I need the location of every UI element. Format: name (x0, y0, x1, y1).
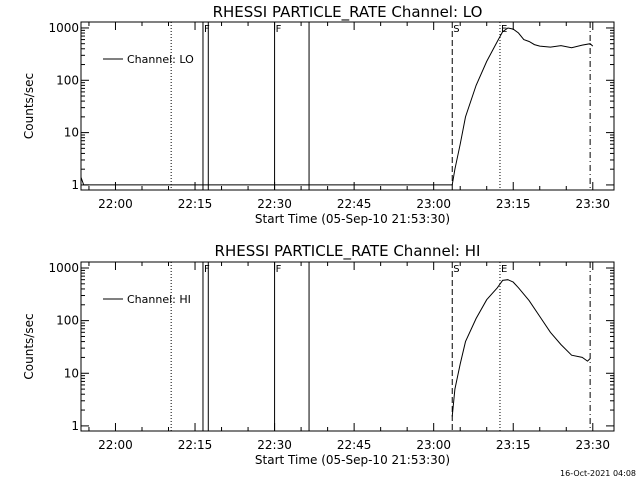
plot-frame (80, 21, 615, 191)
event-marker-label: E (501, 264, 507, 275)
x-axis-label: Start Time (05-Sep-10 21:53:30) (255, 453, 450, 467)
event-marker-label: F (276, 264, 282, 275)
y-axis-label: Counts/sec (22, 73, 36, 139)
x-tick-label: 22:45 (337, 438, 372, 452)
plot-frame (80, 261, 615, 432)
event-marker-label: E (501, 24, 507, 35)
x-tick-label: 22:00 (98, 438, 133, 452)
y-tick-label: 1 (71, 178, 79, 192)
y-tick-label: 1000 (48, 21, 79, 35)
event-marker-label: S (453, 264, 459, 275)
series-line (80, 27, 594, 186)
x-tick-label: 23:00 (416, 197, 451, 211)
y-tick-label: 100 (56, 314, 79, 328)
x-tick-label: 23:30 (575, 438, 610, 452)
event-marker-label: F (204, 264, 210, 275)
panel-2: RHESSI PARTICLE_RATE Channel: HI 22:00 22:… (22, 242, 615, 467)
legend-label: Channel: HI (127, 293, 191, 306)
legend-label: Channel: LO (127, 53, 194, 66)
event-marker-label: S (453, 24, 459, 35)
x-tick-label: 22:30 (257, 197, 292, 211)
series-line (451, 279, 591, 417)
x-tick-label: 22:15 (178, 197, 213, 211)
chart-title: RHESSI PARTICLE_RATE Channel: HI (215, 242, 481, 261)
x-tick-label: 22:15 (178, 438, 213, 452)
y-tick-label: 10 (64, 126, 79, 140)
x-tick-label: 22:30 (257, 438, 292, 452)
x-tick-label: 22:45 (337, 197, 372, 211)
x-axis-label: Start Time (05-Sep-10 21:53:30) (255, 212, 450, 226)
timestamp: 16-Oct-2021 04:08 (560, 469, 636, 478)
x-tick-label: 23:00 (416, 438, 451, 452)
y-axis-label: Counts/sec (22, 313, 36, 379)
y-tick-label: 1 (71, 419, 79, 433)
x-tick-label: 23:30 (575, 197, 610, 211)
x-tick-label: 23:15 (496, 438, 531, 452)
y-tick-label: 100 (56, 73, 79, 87)
chart-title: RHESSI PARTICLE_RATE Channel: LO (213, 3, 483, 22)
x-tick-label: 23:15 (496, 197, 531, 211)
panel-1: RHESSI PARTICLE_RATE Channel: LO 22:00 22:… (22, 3, 615, 226)
x-tick-label: 22:00 (98, 197, 133, 211)
event-marker-label: F (276, 24, 282, 35)
y-tick-label: 10 (64, 366, 79, 380)
event-marker-label: F (204, 24, 210, 35)
y-tick-label: 1000 (48, 261, 79, 275)
